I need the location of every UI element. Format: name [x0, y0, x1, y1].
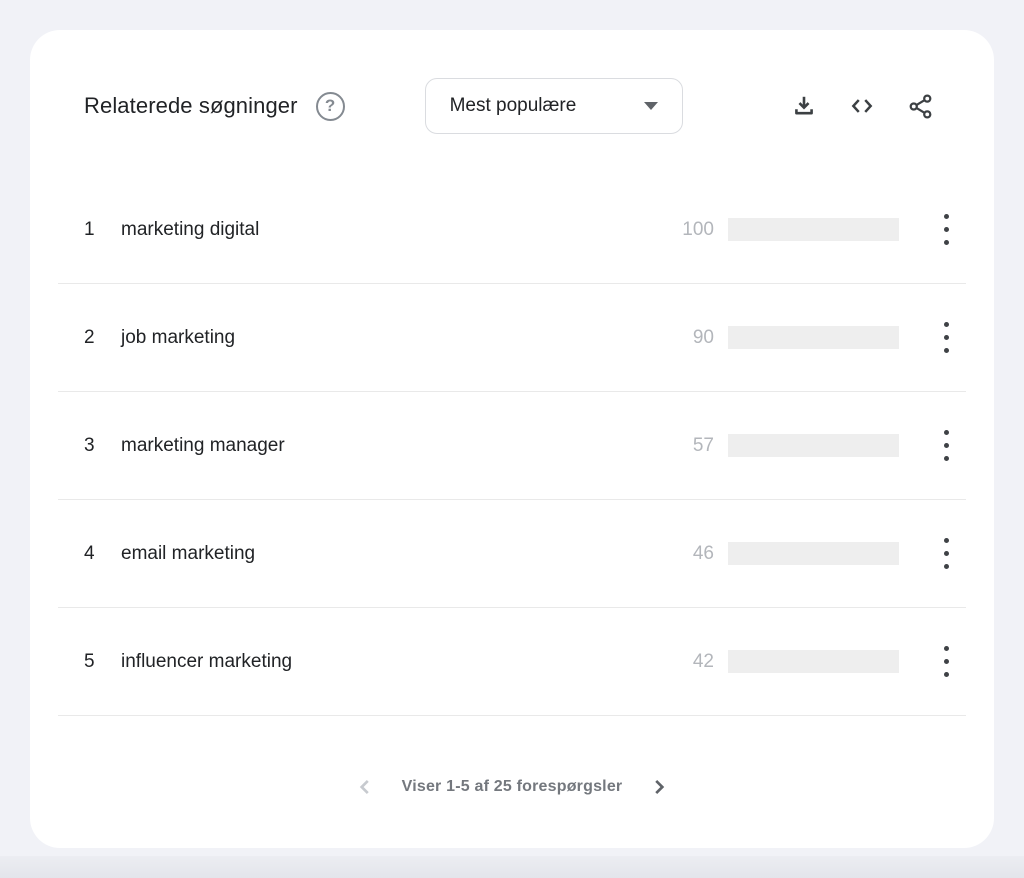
query-rank: 2 [84, 326, 95, 348]
query-label[interactable]: job marketing [121, 326, 236, 348]
card-title: Relaterede søgninger [84, 93, 298, 118]
page-bottom-fade [0, 856, 1024, 878]
more-options-button[interactable] [934, 206, 958, 254]
embed-button[interactable] [846, 90, 878, 122]
bar-track [728, 218, 899, 241]
help-icon[interactable]: ? [315, 91, 345, 121]
query-row: 3 marketing manager 57 [58, 392, 966, 500]
query-value: 90 [692, 326, 714, 348]
download-icon [795, 96, 813, 115]
more-options-button[interactable] [934, 530, 958, 578]
next-page-button[interactable] [648, 776, 670, 798]
more-options-button[interactable] [934, 638, 958, 686]
share-button[interactable] [904, 90, 936, 122]
card-header: Relaterede søgninger ? Mest populære [30, 30, 994, 134]
query-row: 1 marketing digital 100 [58, 176, 966, 284]
header-actions [788, 90, 936, 122]
bar-track [728, 326, 899, 349]
more-options-button[interactable] [934, 314, 958, 362]
query-row: 5 influencer marketing 42 [58, 608, 966, 716]
query-value: 57 [692, 434, 714, 456]
query-label[interactable]: influencer marketing [121, 650, 293, 672]
chevron-left-icon [359, 779, 369, 795]
bar-track [728, 542, 899, 565]
query-value: 42 [692, 650, 714, 672]
chevron-right-icon [655, 779, 665, 795]
pagination: Viser 1-5 af 25 forespørgsler [30, 776, 994, 798]
query-rank: 5 [84, 650, 95, 672]
query-row: 2 job marketing 90 [58, 284, 966, 392]
related-queries-card: Relaterede søgninger ? Mest populære [30, 30, 994, 848]
query-rank: 1 [84, 218, 95, 240]
query-label[interactable]: marketing digital [121, 218, 260, 240]
query-rank: 4 [84, 542, 95, 564]
query-value: 100 [682, 218, 714, 240]
prev-page-button [354, 776, 376, 798]
query-label[interactable]: email marketing [121, 542, 256, 564]
pagination-status: Viser 1-5 af 25 forespørgsler [401, 778, 623, 795]
sort-dropdown-label: Mest populære [449, 95, 577, 116]
more-options-button[interactable] [934, 422, 958, 470]
download-button[interactable] [788, 90, 820, 122]
chevron-down-icon [643, 102, 658, 110]
query-label[interactable]: marketing manager [121, 434, 285, 456]
bar-track [728, 650, 899, 673]
query-value: 46 [692, 542, 714, 564]
share-icon [909, 93, 931, 119]
query-rank: 3 [84, 434, 95, 456]
query-row: 4 email marketing 46 [58, 500, 966, 608]
code-icon [851, 99, 873, 113]
bar-track [728, 434, 899, 457]
sort-dropdown[interactable]: Mest populære [424, 78, 683, 134]
related-queries-list: 1 marketing digital 100 2 job marketing … [58, 176, 966, 716]
